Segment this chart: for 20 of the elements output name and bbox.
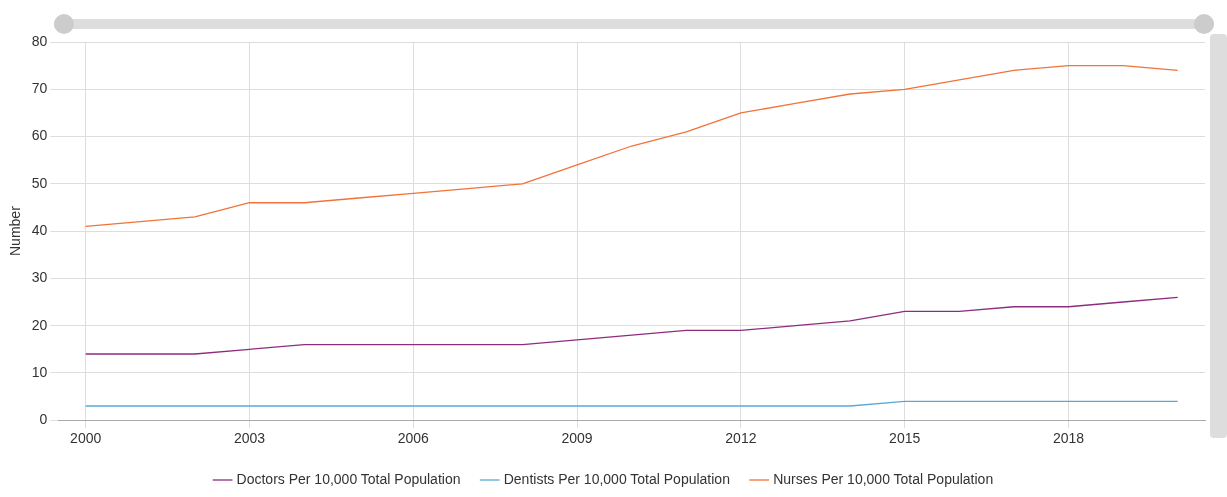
legend-label: Nurses Per 10,000 Total Population [773, 470, 994, 487]
y-tick-label: 70 [31, 80, 48, 97]
y-tick-label: 60 [31, 127, 48, 144]
y-tick-label: 50 [31, 174, 48, 191]
y-axis-title: Number [7, 205, 24, 256]
y-tick-label: 0 [39, 411, 48, 428]
x-tick-label: 2003 [233, 430, 266, 447]
x-tick-label: 2006 [397, 430, 430, 447]
y-tick-label: 20 [31, 316, 48, 333]
x-tick-label: 2009 [561, 430, 593, 447]
legend-label: Dentists Per 10,000 Total Population [503, 470, 730, 487]
x-tick-label: 2012 [725, 430, 757, 447]
y-tick-label: 30 [31, 269, 48, 286]
y-tick-label: 80 [31, 32, 48, 49]
x-tick-label: 2015 [889, 430, 921, 447]
x-tick-label: 2000 [70, 430, 102, 447]
y-tick-label: 40 [31, 221, 48, 238]
legend-label: Doctors Per 10,000 Total Population [236, 470, 461, 487]
x-tick-label: 2018 [1052, 430, 1085, 447]
y-tick-label: 10 [31, 363, 48, 380]
